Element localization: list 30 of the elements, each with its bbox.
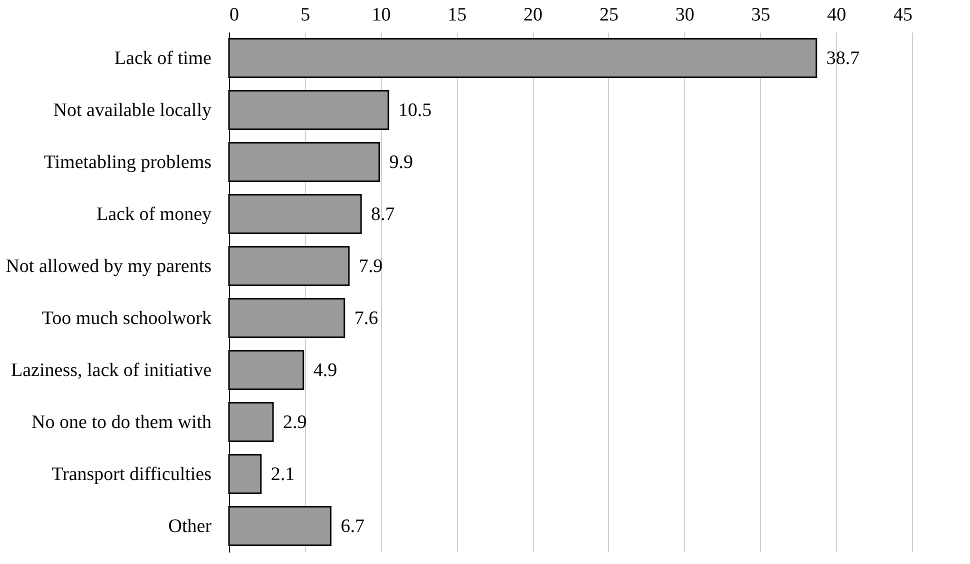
x-tick-label: 20 [524, 4, 543, 26]
x-tick-label: 10 [372, 4, 391, 26]
x-tick-label: 0 [230, 4, 239, 26]
x-tick-label: 25 [599, 4, 618, 26]
data-label: 10.5 [398, 100, 432, 121]
x-tick-label: 45 [894, 4, 912, 26]
y-tick-label: Not available locally [53, 100, 212, 121]
y-tick-label: Too much schoolwork [42, 308, 212, 329]
y-tick-label: Lack of time [114, 48, 212, 69]
data-label: 8.7 [371, 204, 395, 225]
x-tick-label: 30 [675, 4, 694, 26]
y-tick-label: Laziness, lack of initiative [11, 360, 212, 381]
y-tick-label: Not allowed by my parents [6, 256, 212, 277]
x-tick-label: 35 [751, 4, 770, 26]
y-tick-label: No one to do them with [32, 412, 212, 433]
x-tick-label: 15 [448, 4, 467, 26]
data-label: 9.9 [389, 152, 414, 173]
y-tick-label: Lack of money [96, 204, 212, 225]
data-label: 2.9 [283, 412, 307, 433]
data-label: 6.7 [340, 516, 364, 537]
data-label: 4.9 [313, 360, 338, 381]
data-label: 38.7 [826, 48, 860, 69]
x-tick-label: 5 [300, 4, 310, 26]
x-tick-label: 40 [827, 4, 846, 26]
data-label: 7.6 [354, 308, 378, 329]
y-tick-label: Transport difficulties [52, 464, 212, 485]
y-tick-label: Other [168, 516, 212, 537]
y-tick-label: Timetabling problems [44, 152, 212, 173]
data-label: 7.9 [358, 256, 383, 277]
data-label: 2.1 [270, 464, 295, 485]
